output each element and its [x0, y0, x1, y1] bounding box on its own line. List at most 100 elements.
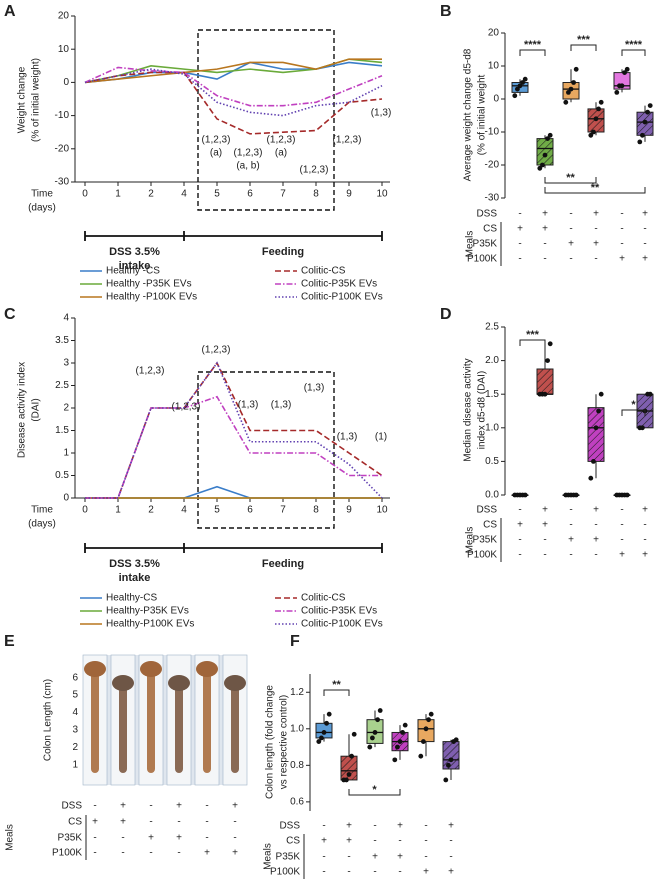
y-tick-label: -30: [485, 193, 500, 204]
photo-caecum: [140, 661, 162, 677]
condition-sign: -: [205, 801, 208, 812]
condition-sign: +: [593, 505, 599, 516]
data-point: [622, 70, 627, 75]
y-tick-label: 4: [72, 707, 78, 718]
data-point: [537, 165, 543, 171]
data-point: [375, 717, 380, 723]
legend-label: Colitic-P35K EVs: [301, 279, 377, 290]
y-tick-label: 0: [63, 493, 69, 504]
significance-label: ****: [625, 39, 643, 51]
data-point: [520, 80, 525, 85]
data-point: [423, 726, 429, 732]
x-tick-label: 2: [148, 505, 154, 516]
condition-sign: -: [121, 848, 124, 859]
condition-sign: -: [93, 801, 96, 812]
phase-label: intake: [119, 572, 151, 584]
annotation: (1,2,3): [202, 345, 231, 356]
condition-sign: +: [120, 801, 126, 812]
condition-sign: -: [449, 836, 452, 847]
x-tick-label: 2: [148, 189, 154, 200]
y-tick-label: 2.5: [485, 322, 499, 333]
condition-sign: +: [148, 833, 154, 844]
condition-sign: +: [642, 254, 648, 265]
condition-sign: -: [594, 224, 597, 235]
y-tick-label: 1.2: [290, 687, 304, 698]
significance-bracket: [519, 49, 546, 56]
x-tick-label: 6: [247, 189, 253, 200]
photo-colon: [119, 677, 127, 773]
condition-sign: -: [518, 209, 521, 220]
data-point: [426, 717, 431, 723]
condition-sign: +: [568, 239, 574, 250]
data-point: [397, 739, 403, 744]
photo-caecum: [224, 675, 246, 691]
condition-sign: +: [346, 821, 352, 832]
x-tick-label: 7: [280, 505, 286, 516]
condition-sign: +: [372, 852, 378, 863]
y-tick-label: 1.5: [485, 389, 499, 400]
y-axis-label: (DAI): [31, 398, 42, 421]
condition-sign: -: [518, 254, 521, 265]
data-point: [642, 119, 648, 125]
condition-sign: -: [233, 817, 236, 828]
significance-bracket: [519, 339, 546, 346]
data-point: [540, 162, 545, 168]
condition-sign: -: [569, 254, 572, 265]
annotation: (1,3): [271, 400, 292, 411]
y-tick-label: 5: [72, 690, 78, 701]
y-axis-label: (% of initial weight: [477, 74, 488, 155]
condition-name: DSS: [476, 505, 497, 516]
data-point: [542, 152, 548, 158]
data-point: [637, 139, 643, 145]
y-tick-label: 1: [63, 448, 69, 459]
y-tick-label: 0.5: [55, 470, 69, 481]
x-tick-label: 10: [376, 505, 388, 516]
photo-colon: [231, 677, 239, 773]
y-tick-label: 2: [72, 742, 78, 753]
data-point: [647, 391, 653, 397]
condition-sign: +: [176, 801, 182, 812]
annotation: (1,3): [304, 383, 325, 394]
condition-name: DSS: [476, 209, 497, 220]
box-hatch: [341, 756, 357, 780]
data-point: [344, 777, 349, 783]
x-tick-label: 6: [247, 505, 253, 516]
condition-sign: -: [620, 239, 623, 250]
condition-sign: +: [593, 239, 599, 250]
condition-sign: +: [542, 209, 548, 220]
x-tick-label: 5: [214, 505, 220, 516]
condition-sign: -: [569, 505, 572, 516]
condition-sign: -: [449, 852, 452, 863]
condition-name: DSS: [61, 801, 82, 812]
x-tick-label: 8: [313, 505, 319, 516]
condition-sign: +: [542, 520, 548, 531]
legend-label: Healthy -P100K EVs: [106, 292, 197, 303]
condition-sign: -: [518, 550, 521, 561]
series-line: [85, 485, 382, 499]
annotation: (1,2,3): [202, 135, 231, 146]
photo-colon: [203, 663, 211, 773]
x-tick-label: 8: [313, 189, 319, 200]
annotation: (1,2,3): [136, 366, 165, 377]
condition-sign: +: [397, 852, 403, 863]
x-tick-label: 7: [280, 189, 286, 200]
annotation: (1,2,3): [234, 148, 263, 159]
condition-name: P35K: [473, 535, 498, 546]
condition-group-label: Meals: [263, 843, 274, 870]
legend-label: Colitic-P100K EVs: [301, 292, 383, 303]
data-point: [326, 711, 332, 717]
legend-label: Healthy-P100K EVs: [106, 619, 194, 630]
y-tick-label: 2: [63, 403, 69, 414]
condition-sign: -: [643, 224, 646, 235]
series-line: [84, 71, 383, 135]
x-axis-label: Time: [31, 505, 53, 516]
x-tick-label: 1: [115, 189, 121, 200]
data-point: [614, 90, 620, 95]
condition-sign: -: [398, 836, 401, 847]
condition-sign: -: [543, 239, 546, 250]
y-tick-label: 0.8: [290, 760, 304, 771]
y-axis-label: Median disease activity: [463, 358, 474, 461]
y-axis-label: index d5-d8 (DAI): [477, 371, 488, 449]
condition-sign: -: [569, 224, 572, 235]
series-line: [85, 361, 383, 499]
